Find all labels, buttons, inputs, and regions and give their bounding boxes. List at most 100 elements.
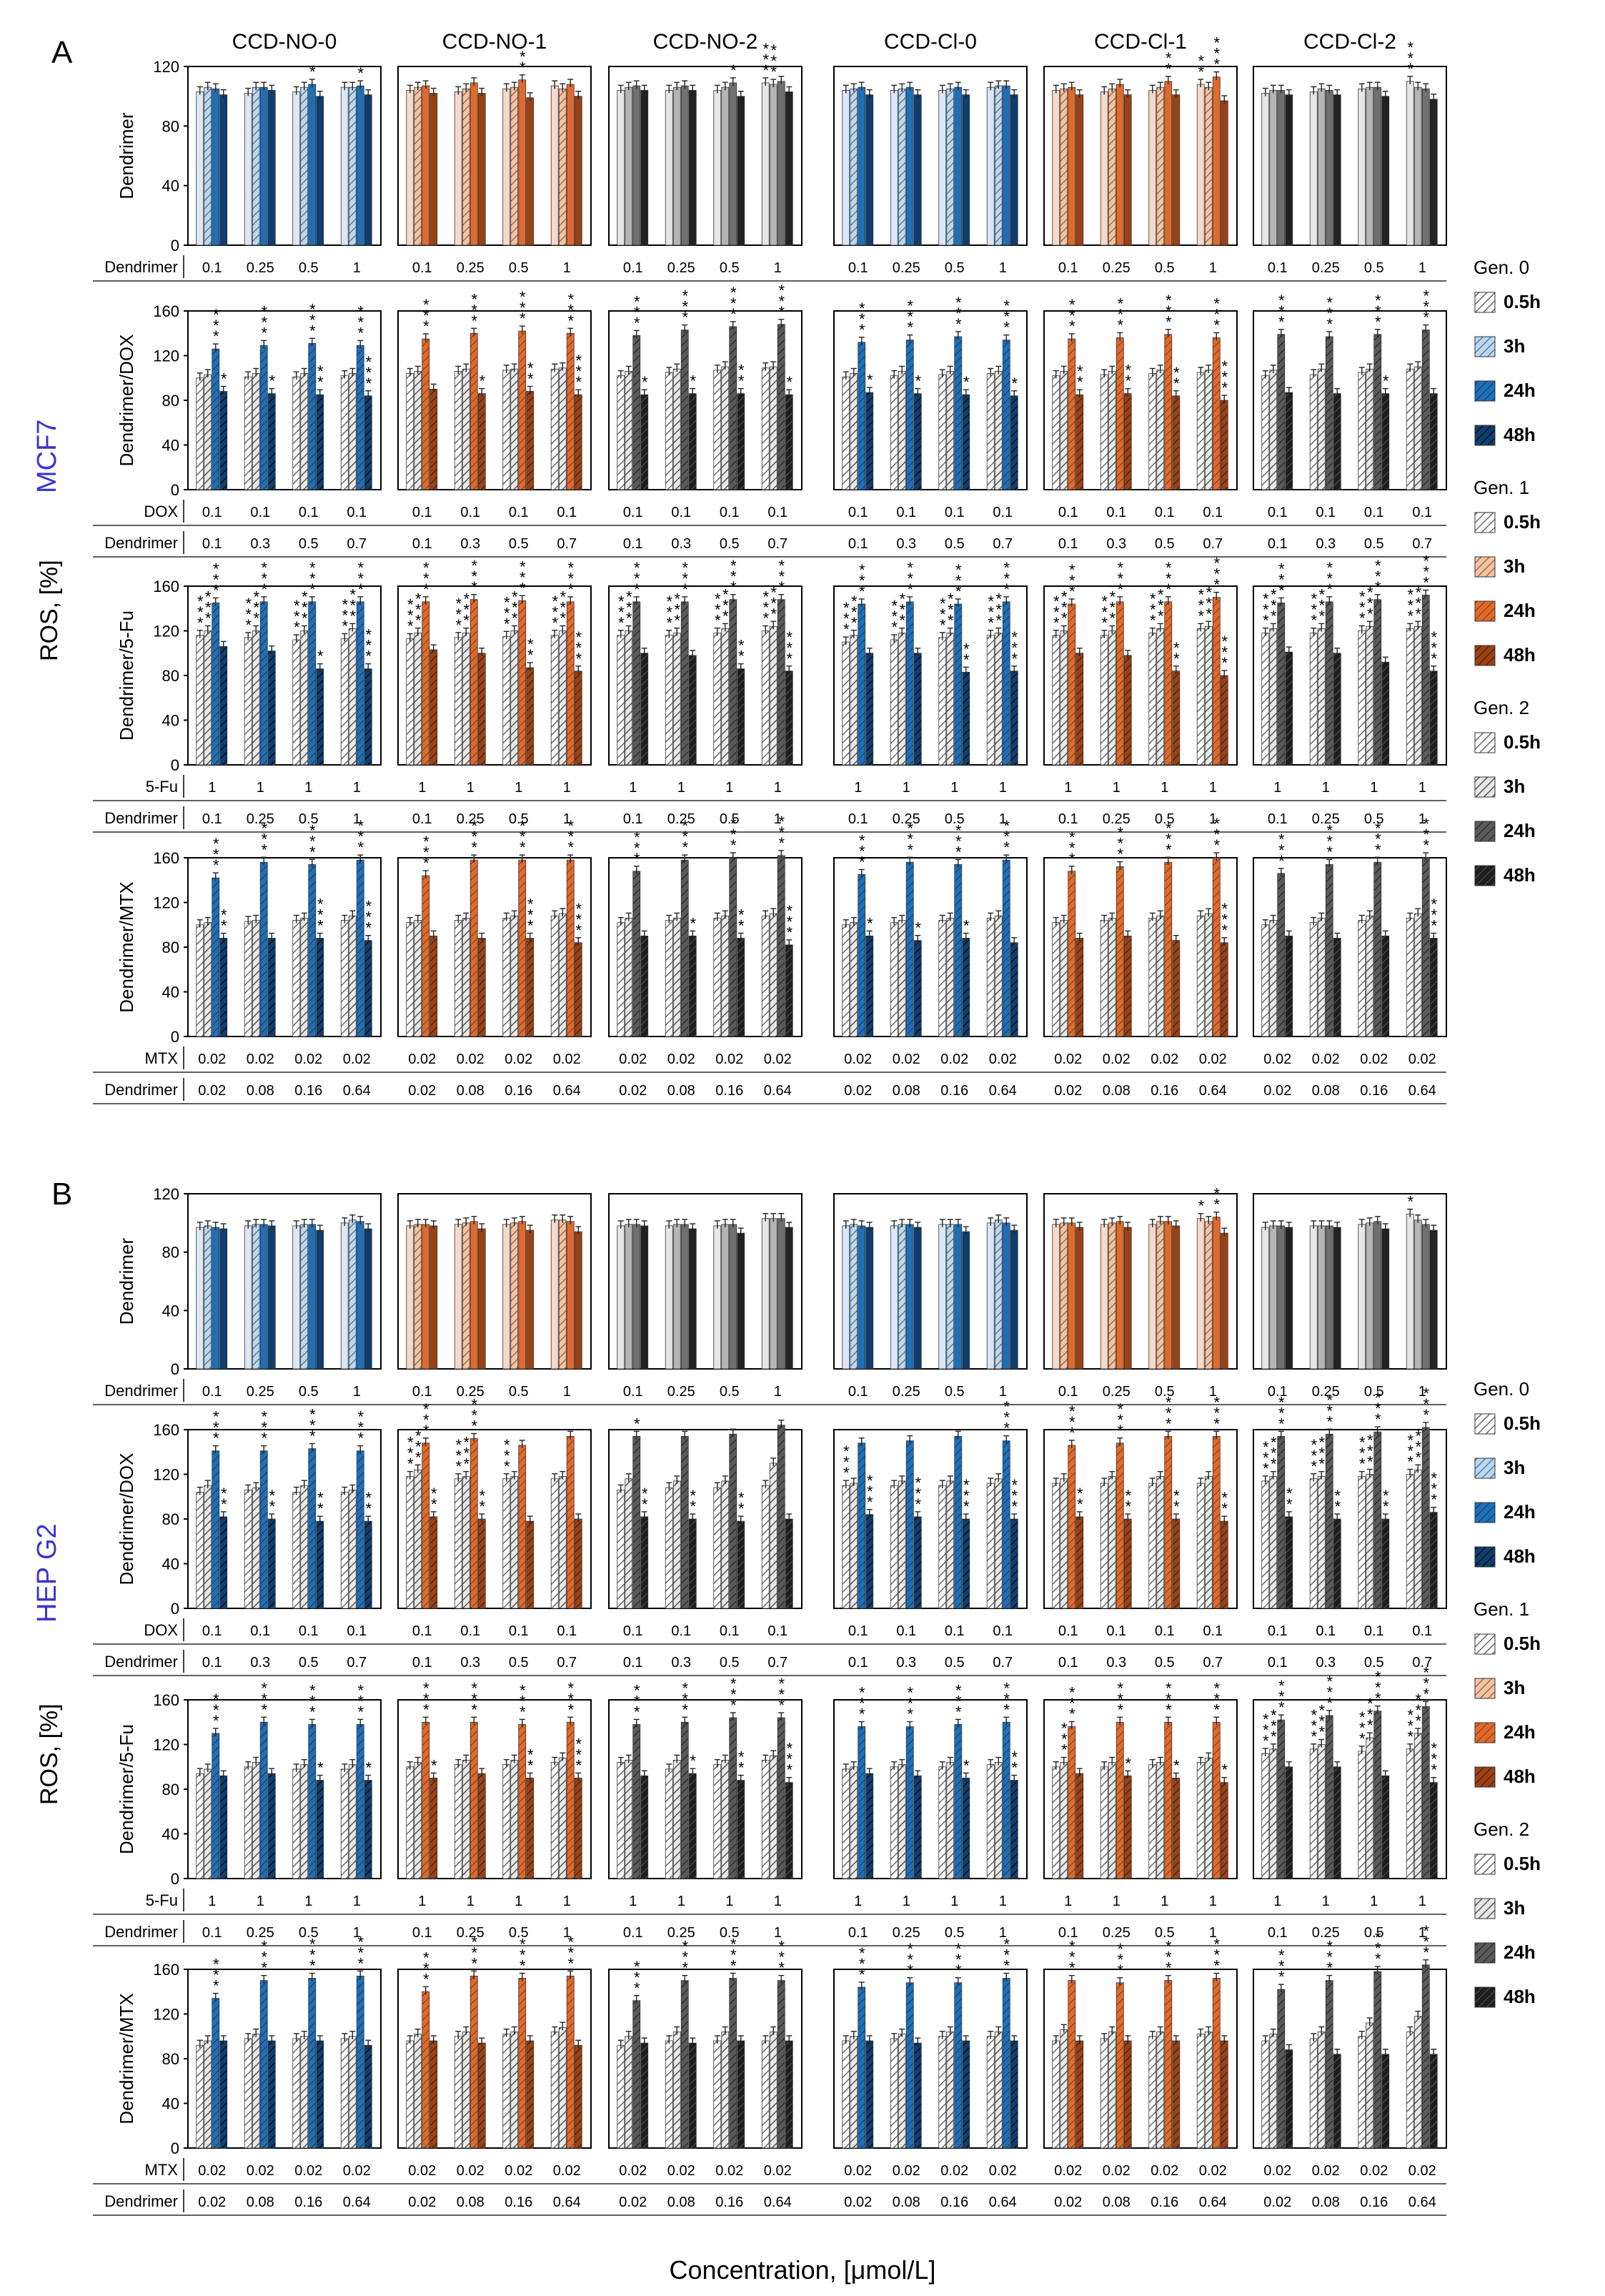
condition-value: 0.02 <box>715 2163 743 2179</box>
significance-mark: * <box>1423 1922 1429 1940</box>
significance-mark: * <box>471 817 477 835</box>
bar <box>1212 1435 1221 1609</box>
significance-mark: * <box>634 1958 640 1976</box>
legend-swatch <box>1474 776 1496 798</box>
significance-mark: * <box>1367 1453 1373 1471</box>
significance-mark: * <box>567 580 574 598</box>
significance-mark: * <box>1318 1723 1325 1741</box>
significance-mark: * <box>1423 1944 1429 1961</box>
bar <box>1406 1214 1414 1370</box>
bar <box>340 1768 349 1879</box>
significance-mark: * <box>471 838 477 856</box>
significance-mark: * <box>1375 1690 1381 1708</box>
condition-value: 0.64 <box>1408 1083 1436 1099</box>
bar <box>566 1221 575 1370</box>
bar <box>1115 1443 1124 1609</box>
condition-value: 0.25 <box>893 1384 920 1400</box>
subchart-frame <box>397 66 592 246</box>
bar <box>550 1762 559 1879</box>
bar <box>625 1478 633 1609</box>
condition-value: 0.3 <box>250 1655 270 1671</box>
legend-item-label: 48h <box>1504 1766 1536 1787</box>
bar <box>1172 671 1181 766</box>
significance-mark: * <box>1061 1731 1068 1748</box>
y-tick-label: 80 <box>162 1510 179 1528</box>
column-title-1: CCD-NO-1 <box>442 30 547 54</box>
condition-value: 0.25 <box>247 1925 274 1941</box>
significance-mark: * <box>1407 607 1413 625</box>
legend-group-title: Gen. 1 <box>1474 1598 1529 1620</box>
bar <box>1123 935 1132 1037</box>
bar <box>558 1476 567 1609</box>
y-label: Dendrimer/DOX <box>116 1453 137 1585</box>
bar <box>994 370 1003 490</box>
significance-mark: * <box>407 1445 414 1463</box>
significance-mark: * <box>1003 1420 1010 1438</box>
condition-value: 0.02 <box>619 1051 647 1067</box>
significance-mark: * <box>682 817 688 835</box>
bar <box>1317 1225 1326 1370</box>
bar <box>364 94 372 246</box>
bar <box>1269 1225 1278 1370</box>
bar <box>721 1759 730 1879</box>
bar <box>510 915 519 1037</box>
bar <box>850 2036 858 2149</box>
legend-item-label: 3h <box>1504 776 1525 797</box>
significance-mark: * <box>302 610 308 628</box>
bar <box>1220 1782 1228 1879</box>
bar <box>406 2040 414 2149</box>
condition-value: 0.08 <box>893 2194 920 2210</box>
condition-value: 1 <box>774 780 782 796</box>
bar <box>340 375 349 490</box>
bar <box>865 1514 874 1609</box>
significance-mark: * <box>520 558 526 575</box>
bar <box>292 91 301 246</box>
subchart-frame <box>187 585 382 766</box>
condition-value: 1 <box>1209 1384 1217 1400</box>
bar <box>364 395 372 490</box>
bar <box>1204 2032 1213 2149</box>
significance-mark: * <box>423 307 429 325</box>
significance-mark: * <box>357 838 364 856</box>
significance-mark: * <box>1109 610 1115 628</box>
significance-mark: * <box>520 299 526 317</box>
significance-mark: * <box>423 1690 429 1708</box>
bar <box>1068 338 1076 490</box>
bar <box>566 601 575 766</box>
y-tick-label: 40 <box>162 2095 179 2113</box>
bar <box>1373 599 1382 766</box>
significance-mark: * <box>1367 1432 1373 1450</box>
subchart-col-1: ******************0.1 0.1 0.1 0.10.1 0.3 0.5 0… <box>397 288 592 552</box>
significance-mark: * <box>1069 1684 1075 1702</box>
bar <box>1108 630 1116 766</box>
bar <box>1212 597 1221 766</box>
bar <box>721 86 730 246</box>
bar <box>729 1433 737 1609</box>
bar <box>898 370 906 490</box>
bar <box>1261 924 1270 1037</box>
bar <box>858 1726 866 1879</box>
significance-mark: * <box>1423 1395 1429 1413</box>
significance-mark: * <box>471 1679 477 1697</box>
significance-mark: * <box>1213 1957 1220 1975</box>
bar <box>1212 337 1221 490</box>
significance-mark: * <box>205 588 212 606</box>
bar <box>1309 374 1318 490</box>
bar <box>913 393 922 490</box>
condition-value: 0.1 <box>1412 1623 1432 1639</box>
panel-letter-a: A <box>51 35 73 70</box>
significance-mark: * <box>843 610 850 628</box>
bar <box>1429 1782 1438 1879</box>
subchart-col-1: *** ***************0.02 0.02 0.02 0.020.02 0.… <box>397 817 592 1099</box>
condition-value: 0.1 <box>623 1925 643 1941</box>
bar <box>1309 922 1318 1037</box>
condition-value: 0.02 <box>408 2194 436 2210</box>
significance-mark: * <box>1375 1950 1381 1968</box>
bar <box>510 1476 519 1609</box>
significance-mark: * <box>1173 375 1180 392</box>
significance-mark: * <box>1359 1445 1366 1463</box>
significance-mark: * <box>955 294 962 312</box>
significance-mark: * <box>948 590 954 608</box>
bar <box>219 1516 228 1609</box>
bar <box>1052 2040 1060 2149</box>
